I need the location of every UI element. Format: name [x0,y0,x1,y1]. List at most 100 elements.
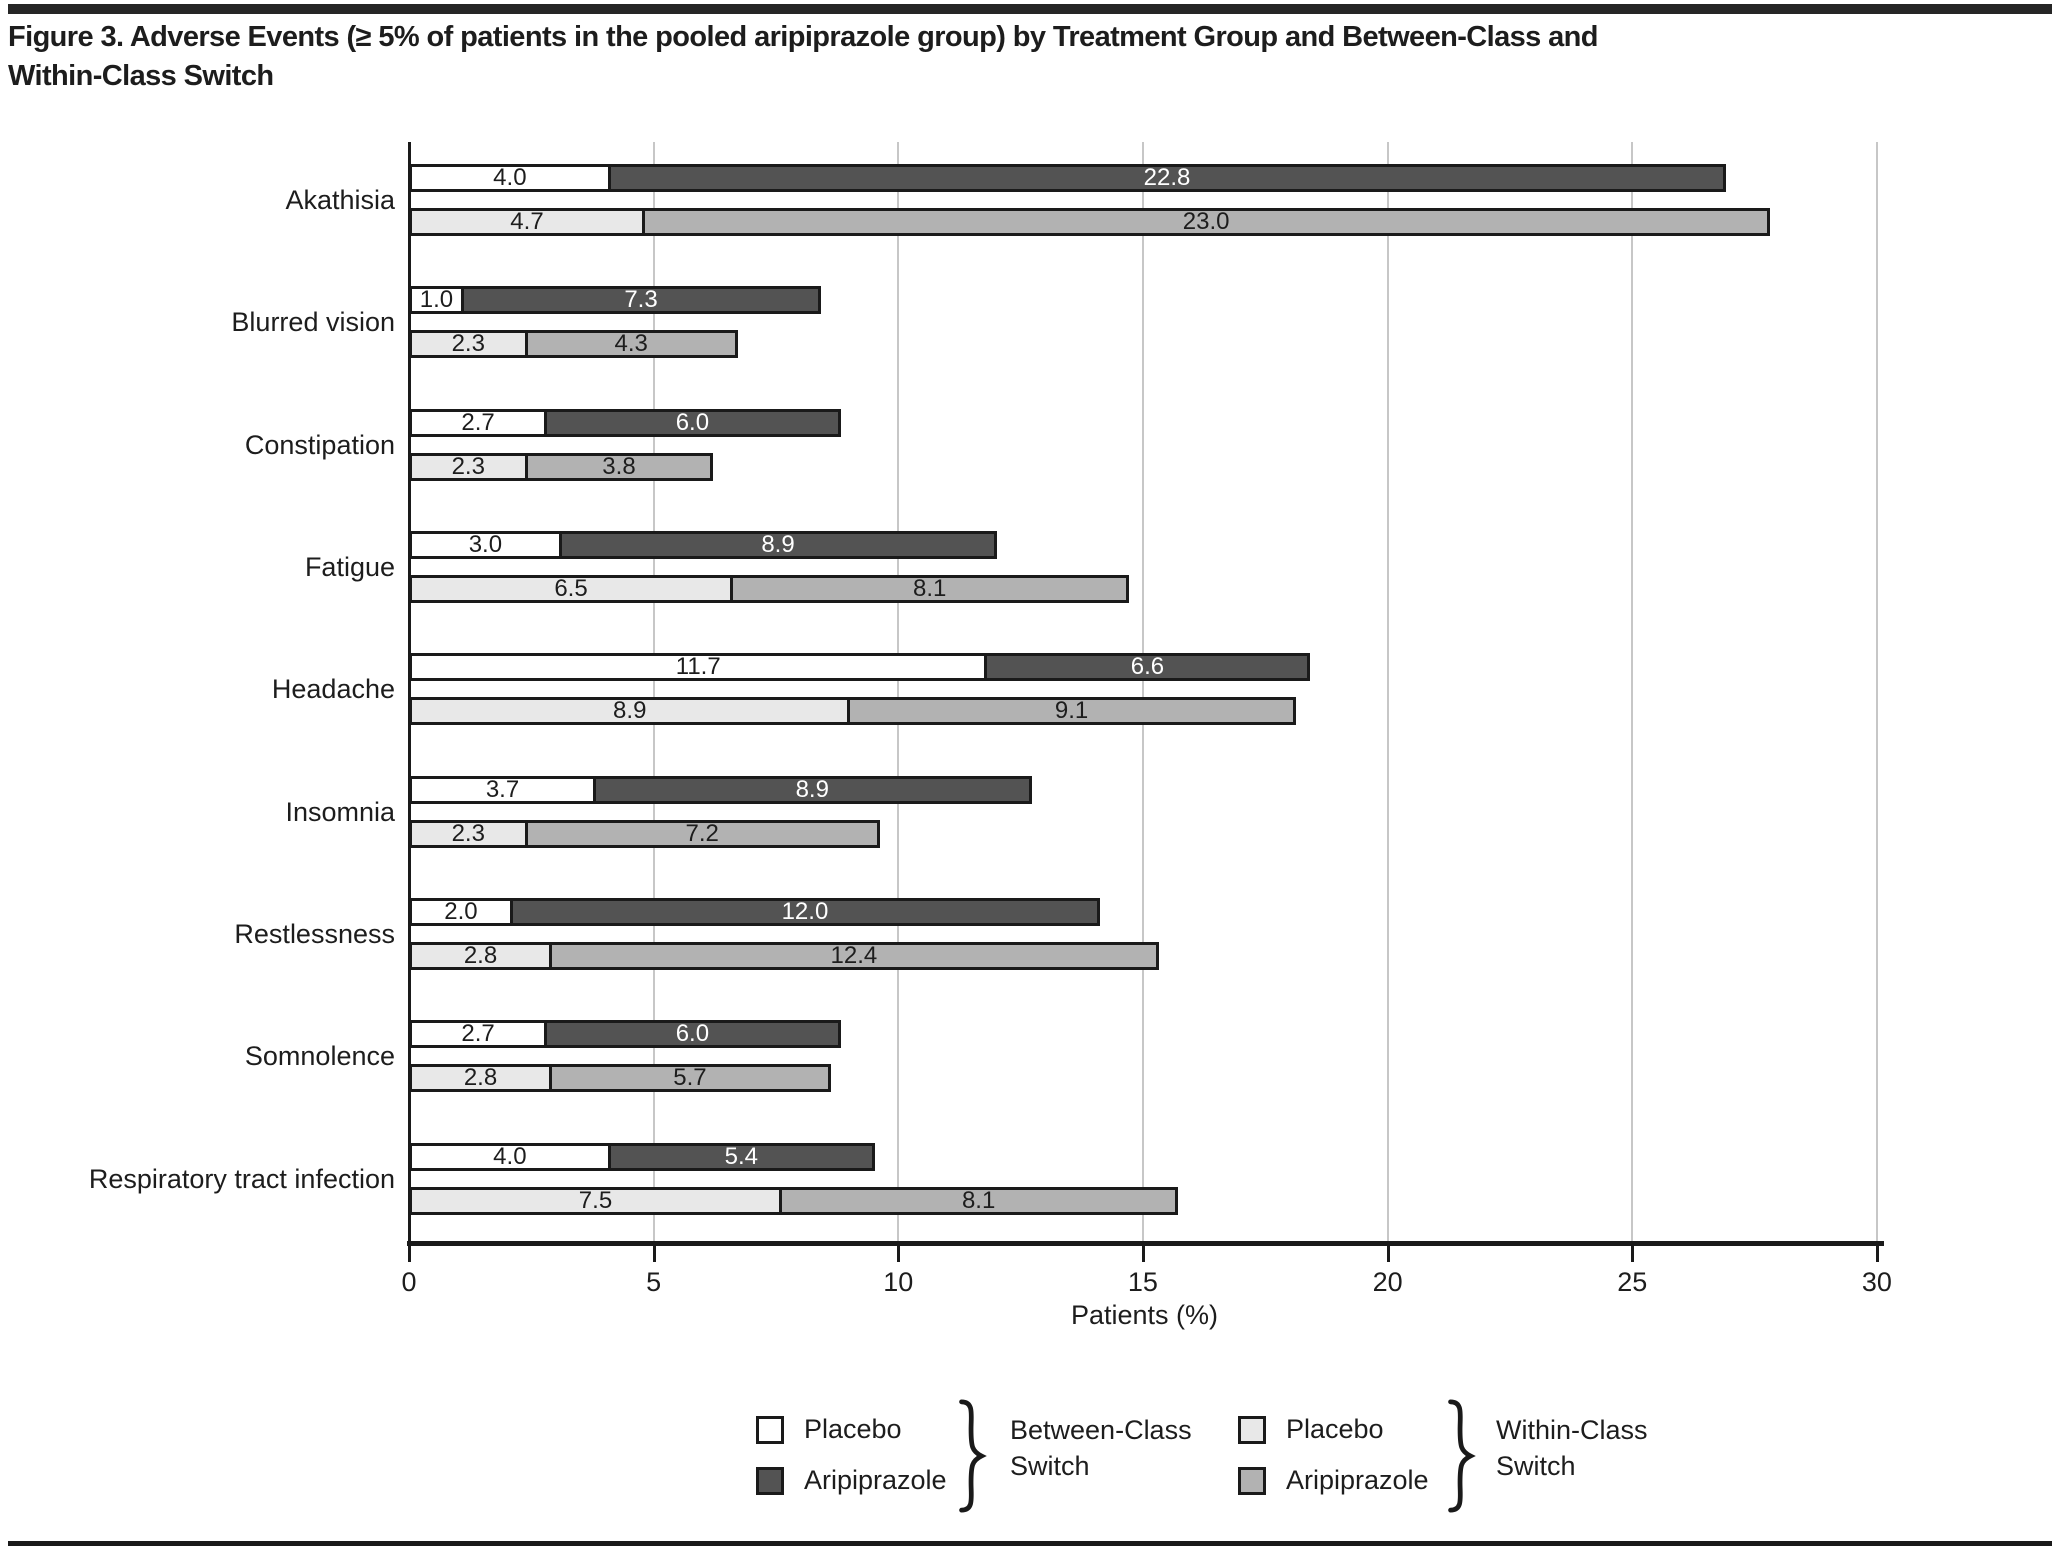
gridline [652,142,655,1241]
bar-segment-within-class-switch-placebo: 8.9 [412,697,848,725]
value-label: 4.0 [493,1142,527,1170]
value-label: 6.0 [675,408,710,436]
bar-within-class-respiratory-tract-infection: 7.5 8.1 [409,1186,1179,1215]
bar-between-class-somnolence: 2.7 6.0 [409,1020,841,1049]
x-tick-mark [1631,1246,1635,1262]
value-label: 6.5 [554,574,588,602]
bottom-rule [8,1541,2052,1546]
brace-icon [959,1399,987,1513]
category-label-headache: Headache [271,674,395,705]
bar-segment-between-class-switch-aripiprazole: 6.6 [984,653,1308,681]
bar-segment-within-class-switch-aripiprazole: 8.1 [778,1186,1176,1214]
value-label: 8.1 [961,1186,996,1214]
value-label: 3.7 [485,775,520,803]
legend-label: Placebo [1286,1414,1384,1444]
bar-within-class-fatigue: 6.5 8.1 [409,574,1130,603]
value-label: 6.6 [1130,653,1165,681]
value-label: 3.8 [602,452,636,480]
value-label: 12.0 [781,897,829,925]
legend-group-label: Within-Class Switch [1496,1412,1648,1484]
legend-group-label: Between-Class Switch [1010,1412,1192,1484]
x-tick-mark [652,1246,656,1262]
bar-segment-within-class-switch-aripiprazole: 4.3 [524,330,735,358]
value-label: 8.9 [613,697,647,725]
category-label-fatigue: Fatigue [304,551,395,582]
x-tick-label: 25 [1617,1267,1648,1297]
placebo-within-swatch-icon [1238,1415,1266,1444]
bar-segment-within-class-switch-aripiprazole: 9.1 [847,697,1293,724]
value-label: 3.0 [468,530,503,558]
x-tick-label: 15 [1127,1267,1158,1297]
value-label: 1.0 [419,286,454,314]
bar-within-class-constipation: 2.3 3.8 [409,452,714,481]
legend-item: Aripiprazole [1238,1465,1429,1496]
bar-segment-between-class-switch-aripiprazole: 8.9 [593,776,1029,803]
bar-segment-between-class-switch-placebo: 3.7 [412,775,594,803]
legend-label: Aripiprazole [804,1465,947,1495]
bar-between-class-akathisia: 4.0 22.8 [409,164,1727,192]
category-label-insomnia: Insomnia [285,796,395,827]
legend-group-label-line1: Within-Class [1496,1415,1648,1445]
bar-segment-between-class-switch-aripiprazole: 6.0 [544,1020,838,1048]
bar-segment-between-class-switch-aripiprazole: 8.9 [558,530,995,558]
bar-segment-between-class-switch-placebo: 4.0 [412,164,608,191]
value-label: 7.5 [578,1186,613,1214]
bar-between-class-constipation: 2.7 6.0 [409,408,841,437]
gridline [1875,142,1878,1241]
bar-within-class-akathisia: 4.7 23.0 [409,208,1771,236]
x-axis-title: Patients (%) [1070,1300,1219,1330]
bar-segment-between-class-switch-aripiprazole: 6.0 [544,408,838,436]
x-tick-label: 0 [401,1267,417,1297]
value-label: 2.0 [444,897,478,925]
legend-label: Aripiprazole [1286,1465,1429,1495]
bar-segment-between-class-switch-placebo: 3.0 [412,530,559,558]
bar-segment-between-class-switch-aripiprazole: 12.0 [509,897,1098,925]
brace-icon [1448,1399,1476,1513]
value-label: 2.8 [463,1064,498,1092]
value-label: 8.9 [761,530,795,558]
bar-segment-between-class-switch-aripiprazole: 5.4 [607,1143,872,1170]
bar-between-class-insomnia: 3.7 8.9 [409,775,1032,804]
value-label: 11.7 [675,653,721,681]
gridline [1631,142,1634,1241]
bar-segment-between-class-switch-placebo: 2.7 [412,409,545,436]
figure-title-line2: Within-Class Switch [8,60,274,92]
value-label: 2.8 [463,941,498,969]
legend-group-label-line2: Switch [1496,1451,1576,1481]
figure-title: Figure 3. Adverse Events (≥ 5% of patien… [8,18,1598,96]
placebo-between-swatch-icon [756,1415,784,1444]
value-label: 7.3 [624,286,658,314]
value-label: 4.3 [614,330,648,358]
category-label-somnolence: Somnolence [244,1041,395,1072]
bar-segment-within-class-switch-aripiprazole: 23.0 [641,208,1768,235]
value-label: 2.7 [461,1020,495,1048]
category-label-restlessness: Restlessness [234,918,395,949]
bar-segment-between-class-switch-placebo: 2.0 [412,897,510,925]
x-tick-label: 30 [1861,1267,1892,1297]
bar-segment-within-class-switch-placebo: 4.7 [412,208,642,235]
legend-group-within-class: Placebo Aripiprazole [1238,1414,1429,1496]
category-label-respiratory-tract-infection: Respiratory tract infection [88,1163,395,1194]
bar-segment-within-class-switch-placebo: 2.3 [412,453,525,480]
bar-segment-within-class-switch-placebo: 7.5 [412,1186,779,1214]
bar-within-class-insomnia: 2.3 7.2 [409,819,880,848]
x-tick-mark [897,1246,901,1262]
bar-segment-within-class-switch-aripiprazole: 12.4 [549,942,1156,969]
value-label: 8.1 [913,574,947,602]
bar-segment-within-class-switch-aripiprazole: 5.7 [549,1064,828,1091]
bar-within-class-blurred-vision: 2.3 4.3 [409,330,738,359]
legend-group-between-class: Placebo Aripiprazole [756,1414,947,1496]
figure-title-line1: Figure 3. Adverse Events (≥ 5% of patien… [8,21,1598,53]
category-label-akathisia: Akathisia [285,185,395,215]
value-label: 6.0 [675,1020,710,1048]
bar-segment-within-class-switch-aripiprazole: 8.1 [730,574,1127,602]
x-tick-label: 10 [883,1267,914,1297]
top-rule [8,4,2052,14]
gridline [897,142,900,1241]
value-label: 2.3 [451,819,485,847]
value-label: 2.3 [451,330,485,358]
legend-group-label-line2: Switch [1010,1451,1090,1481]
bar-segment-between-class-switch-placebo: 11.7 [412,653,985,681]
legend-label: Placebo [804,1414,902,1444]
